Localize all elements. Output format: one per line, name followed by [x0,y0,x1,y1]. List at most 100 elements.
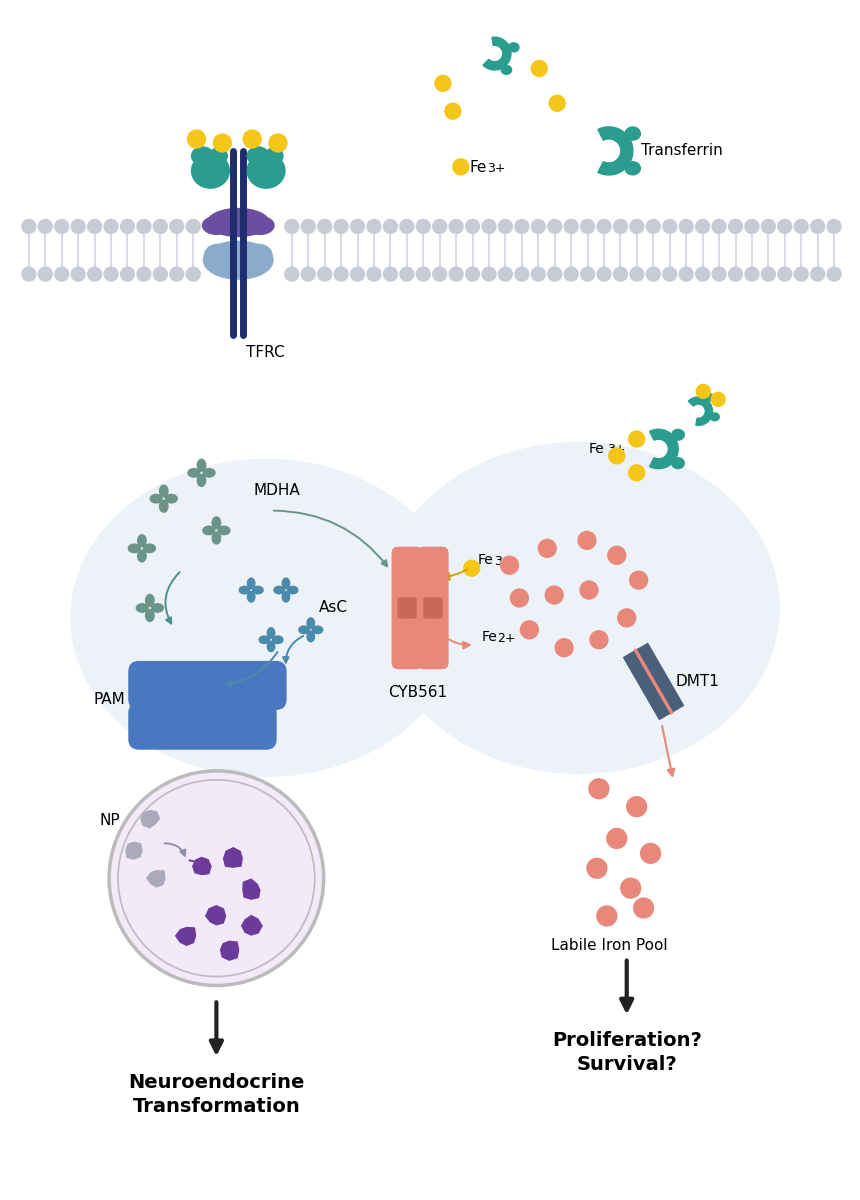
Ellipse shape [145,594,154,606]
Circle shape [285,220,298,233]
Ellipse shape [246,216,274,234]
Circle shape [482,268,496,281]
Circle shape [795,268,808,281]
Polygon shape [193,858,211,875]
Polygon shape [141,810,159,828]
Ellipse shape [197,474,206,486]
Text: 3+: 3+ [494,556,512,569]
Circle shape [613,268,628,281]
Circle shape [153,268,168,281]
Ellipse shape [248,592,255,602]
FancyBboxPatch shape [392,547,422,668]
Ellipse shape [501,65,512,74]
Ellipse shape [307,631,315,642]
Circle shape [745,268,759,281]
Circle shape [696,220,709,233]
Circle shape [511,589,528,607]
Ellipse shape [203,527,215,535]
Circle shape [515,220,529,233]
Circle shape [795,220,808,233]
Ellipse shape [136,604,148,612]
Circle shape [545,586,563,604]
Circle shape [679,268,693,281]
Text: Transformation: Transformation [132,1097,300,1116]
Circle shape [71,268,85,281]
Polygon shape [483,37,511,70]
Circle shape [169,268,184,281]
Circle shape [39,220,52,233]
Text: Neuroendocrine: Neuroendocrine [128,1073,304,1092]
Circle shape [335,268,348,281]
Circle shape [630,571,648,589]
Ellipse shape [265,148,283,164]
Ellipse shape [72,461,460,775]
Ellipse shape [210,148,227,164]
Circle shape [384,268,397,281]
Circle shape [351,268,365,281]
Circle shape [39,268,52,281]
Circle shape [520,620,538,638]
Polygon shape [688,397,712,426]
Polygon shape [126,842,142,859]
Text: NP: NP [100,814,120,828]
Ellipse shape [128,544,140,552]
Text: MDHA: MDHA [253,484,300,498]
Circle shape [578,532,596,550]
FancyBboxPatch shape [398,598,416,618]
Circle shape [120,220,134,233]
Ellipse shape [248,578,255,588]
Circle shape [453,158,469,175]
Ellipse shape [247,146,269,164]
Ellipse shape [188,469,200,478]
Circle shape [104,268,118,281]
Circle shape [617,608,636,626]
Circle shape [608,546,626,564]
Polygon shape [242,916,262,935]
Circle shape [597,220,611,233]
Circle shape [663,220,677,233]
Ellipse shape [282,578,290,588]
Circle shape [538,539,556,557]
Circle shape [630,220,644,233]
Circle shape [711,392,725,407]
Circle shape [449,220,463,233]
Circle shape [580,581,598,599]
Ellipse shape [244,245,272,266]
Circle shape [499,220,513,233]
Circle shape [317,268,332,281]
Ellipse shape [299,626,310,634]
Circle shape [88,220,101,233]
Text: DMT1: DMT1 [675,674,719,689]
FancyBboxPatch shape [129,703,276,749]
Circle shape [213,134,231,152]
Circle shape [590,631,608,649]
Circle shape [137,220,150,233]
Text: TFRC: TFRC [246,344,285,360]
FancyBboxPatch shape [129,661,286,709]
Circle shape [22,220,36,233]
Polygon shape [175,928,195,946]
Circle shape [465,268,480,281]
Ellipse shape [202,216,230,234]
Text: 3+: 3+ [487,162,505,175]
Polygon shape [598,127,633,175]
Polygon shape [147,871,165,887]
Circle shape [153,220,168,233]
Circle shape [679,220,693,233]
Ellipse shape [165,494,177,503]
Circle shape [301,268,316,281]
Ellipse shape [207,209,269,236]
Circle shape [501,557,519,574]
Text: PAM: PAM [93,692,125,707]
Ellipse shape [150,494,162,503]
Circle shape [647,268,660,281]
Ellipse shape [145,610,154,622]
Circle shape [827,268,841,281]
Polygon shape [649,430,679,469]
Circle shape [464,560,480,576]
Ellipse shape [253,587,263,594]
Circle shape [243,130,261,148]
Circle shape [137,268,150,281]
Polygon shape [224,847,243,868]
Circle shape [607,828,627,848]
